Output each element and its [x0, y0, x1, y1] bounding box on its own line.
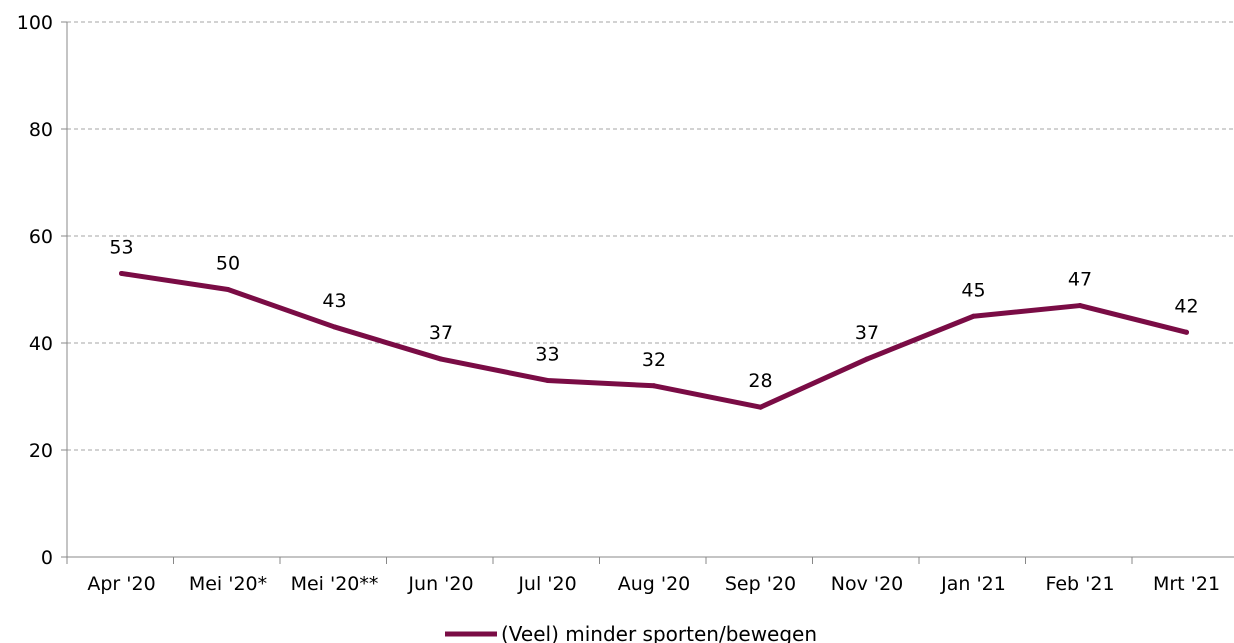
data-label: 33: [535, 343, 559, 365]
data-label: 42: [1174, 295, 1198, 317]
data-point: [225, 287, 231, 292]
legend: (Veel) minder sporten/bewegen: [445, 622, 817, 643]
data-label: 32: [642, 349, 666, 371]
x-tick-label: Jan '21: [940, 573, 1006, 595]
data-point: [651, 383, 657, 389]
y-axis-ticks: 0 20 40 60 80 100: [17, 12, 67, 569]
x-tick-label: Jul '20: [517, 573, 576, 595]
data-point: [119, 270, 124, 276]
data-label: 37: [429, 322, 453, 344]
y-tick-label: 0: [41, 547, 53, 569]
gridlines: [67, 21, 1234, 451]
y-tick-label: 60: [29, 226, 53, 248]
axes: [66, 22, 1234, 558]
data-label: 53: [109, 236, 133, 258]
y-tick-label: 40: [29, 333, 53, 355]
legend-label: (Veel) minder sporten/bewegen: [501, 622, 817, 643]
data-point: [332, 324, 337, 330]
x-tick-label: Nov '20: [831, 573, 904, 595]
data-point: [438, 356, 444, 362]
data-point: [1077, 303, 1083, 309]
x-tick-label: Aug '20: [618, 573, 691, 595]
data-label: 45: [961, 279, 985, 301]
data-point: [545, 377, 550, 383]
y-tick-label: 100: [17, 12, 53, 34]
data-label: 50: [216, 253, 240, 275]
x-tick-label: Sep '20: [725, 573, 796, 595]
x-tick-label: Jun '20: [407, 573, 473, 595]
series-group: [119, 270, 1189, 410]
data-label: 28: [748, 370, 772, 392]
x-tick-label: Feb '21: [1045, 573, 1114, 595]
x-tick-label: Apr '20: [87, 573, 155, 595]
y-tick-label: 80: [29, 119, 53, 141]
data-point: [971, 313, 976, 319]
y-tick-label: 20: [29, 440, 53, 462]
x-tick-label: Mei '20**: [291, 573, 379, 595]
data-point: [758, 404, 763, 410]
data-label: 47: [1068, 269, 1092, 291]
x-axis-ticks: Apr '20 Mei '20* Mei '20** Jun '20 Jul '20 Au…: [66, 557, 1220, 595]
data-labels: 53 50 43 37 33 32 28 37 45 47 42: [109, 236, 1198, 392]
x-tick-label: Mei '20*: [189, 573, 267, 595]
data-point: [1184, 329, 1189, 335]
data-point: [864, 356, 870, 362]
x-tick-label: Mrt '21: [1153, 573, 1220, 595]
data-label: 37: [855, 322, 879, 344]
data-label: 43: [322, 290, 346, 312]
